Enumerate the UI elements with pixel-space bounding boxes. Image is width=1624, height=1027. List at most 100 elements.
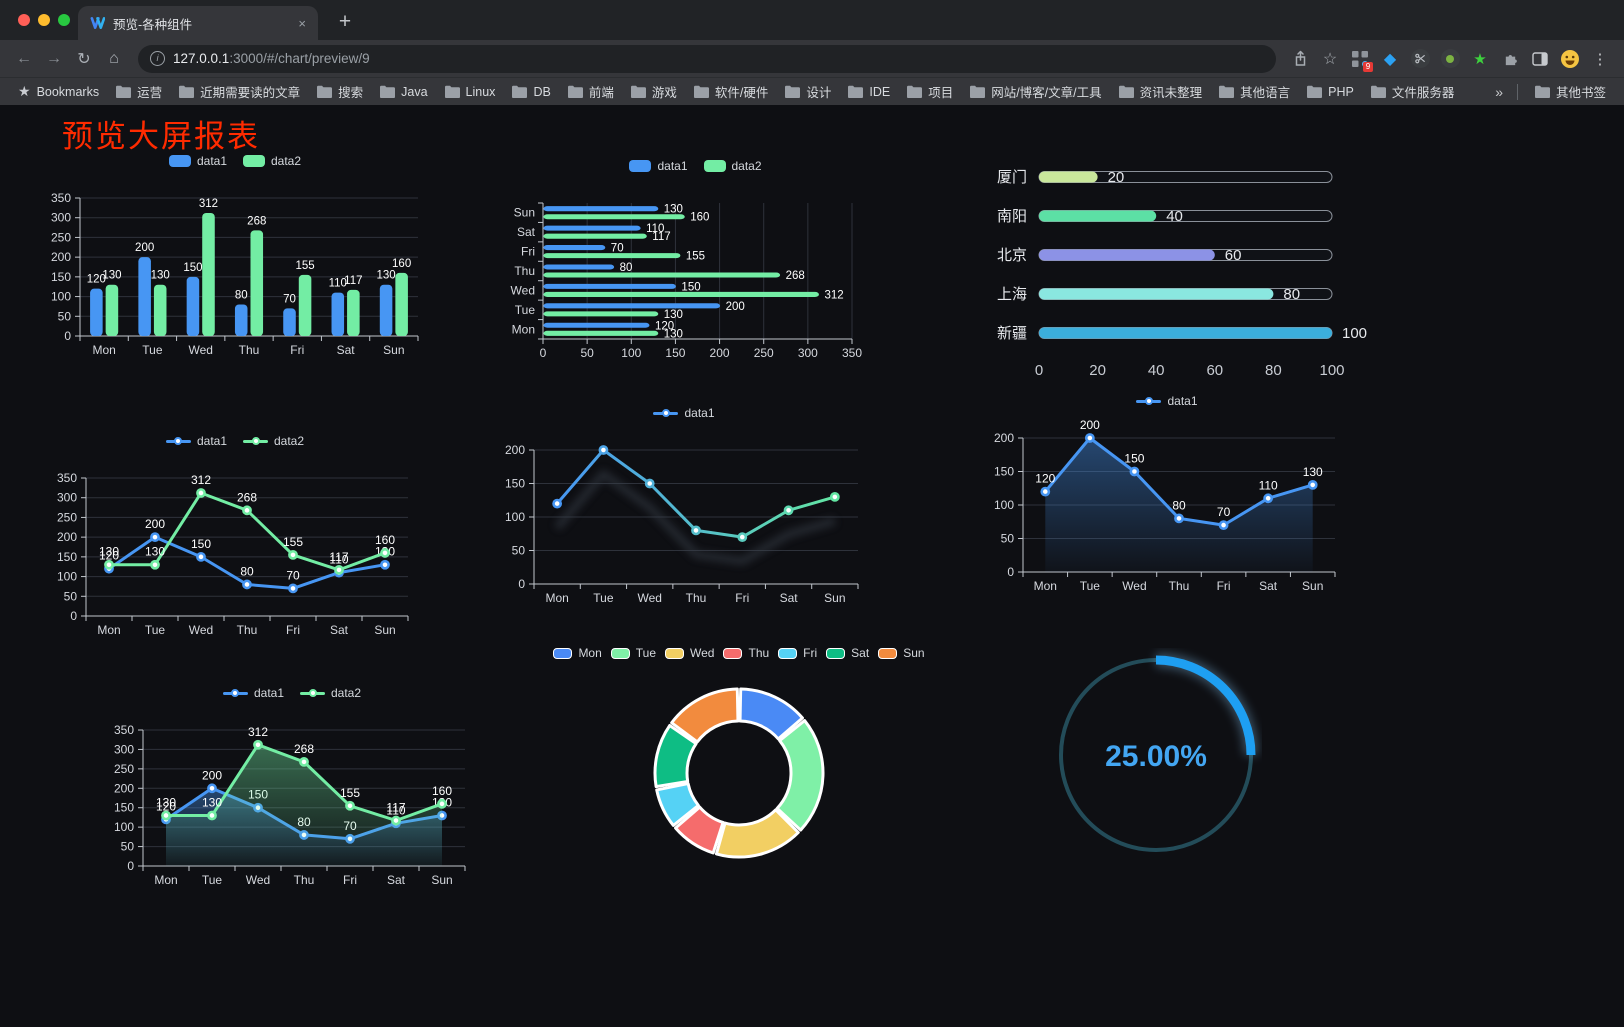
svg-text:Mon: Mon: [545, 591, 568, 605]
bookmark-item[interactable]: PHP: [1298, 81, 1362, 103]
share-icon[interactable]: [1290, 49, 1310, 69]
reload-icon[interactable]: ↻: [77, 50, 91, 68]
legend-item[interactable]: Tue: [610, 646, 656, 660]
svg-text:Wed: Wed: [1122, 579, 1146, 593]
legend-item[interactable]: data2: [243, 434, 304, 448]
svg-text:Tue: Tue: [593, 591, 614, 605]
svg-text:50: 50: [512, 544, 526, 558]
bookmark-item[interactable]: 软件/硬件: [685, 81, 776, 103]
scissors-extension-icon[interactable]: [1410, 49, 1430, 69]
svg-text:80: 80: [620, 262, 633, 274]
svg-text:Fri: Fri: [290, 343, 304, 357]
minimize-window-button[interactable]: [38, 14, 50, 26]
legend-marker-icon: [243, 437, 268, 445]
svg-text:0: 0: [127, 859, 134, 873]
green-dot-extension-icon[interactable]: [1440, 49, 1460, 69]
legend-item[interactable]: Fri: [778, 646, 817, 660]
browser-menu-icon[interactable]: ⋮: [1592, 50, 1608, 68]
svg-text:0: 0: [518, 577, 525, 591]
legend-item[interactable]: data1: [1136, 394, 1198, 408]
legend-item[interactable]: Sat: [826, 646, 869, 660]
diamond-extension-icon[interactable]: ◆: [1383, 50, 1397, 68]
chart-legend[interactable]: data1 data2: [103, 682, 481, 704]
svg-text:117: 117: [386, 801, 405, 815]
legend-item[interactable]: Sun: [878, 646, 925, 660]
new-tab-button[interactable]: +: [338, 10, 352, 33]
svg-text:120: 120: [99, 549, 119, 563]
bookmark-item[interactable]: DB: [503, 81, 558, 103]
maximize-window-button[interactable]: [58, 14, 70, 26]
url-text: 127.0.0.1:3000/#/chart/preview/9: [173, 51, 370, 66]
bookmark-item[interactable]: 前端: [559, 81, 622, 103]
bookmark-item[interactable]: 设计: [776, 81, 839, 103]
legend-label: data2: [271, 154, 302, 168]
bookmark-item[interactable]: 游戏: [622, 81, 685, 103]
forward-icon[interactable]: →: [46, 49, 62, 67]
legend-item[interactable]: data1: [653, 406, 715, 420]
legend-item[interactable]: data1: [168, 154, 227, 168]
legend-item[interactable]: Thu: [723, 646, 769, 660]
bookmark-label: Linux: [465, 84, 496, 99]
green-star-extension-icon[interactable]: ★: [1473, 50, 1487, 68]
back-icon[interactable]: ←: [16, 49, 32, 67]
svg-text:300: 300: [57, 491, 77, 505]
legend-item[interactable]: data1: [629, 159, 688, 173]
chart-legend[interactable]: Mon Tue Wed Thu Fri Sat Sun: [553, 642, 925, 664]
close-window-button[interactable]: [18, 14, 30, 26]
site-info-icon[interactable]: i: [150, 51, 165, 66]
bookmark-item[interactable]: 近期需要读的文章: [170, 81, 308, 103]
svg-text:100: 100: [621, 346, 641, 360]
chart-legend[interactable]: data1: [983, 390, 1351, 412]
bookmark-item[interactable]: 运营: [107, 81, 170, 103]
chart-legend[interactable]: data1 data2: [503, 155, 888, 177]
legend-label: Sat: [851, 646, 870, 660]
bookmark-item[interactable]: Linux: [436, 81, 504, 103]
bookmark-star-icon[interactable]: ☆: [1322, 50, 1338, 68]
address-bar[interactable]: i 127.0.0.1:3000/#/chart/preview/9: [138, 44, 1276, 73]
bookmarks-manager[interactable]: ★ Bookmarks: [10, 81, 107, 103]
browser-tab[interactable]: 预览-各种组件 ×: [78, 6, 318, 40]
legend-item[interactable]: Mon: [553, 646, 602, 660]
svg-text:160: 160: [392, 258, 411, 270]
chart-legend[interactable]: data1 data2: [46, 430, 424, 452]
bookmark-item[interactable]: 文件服务器: [1362, 81, 1463, 103]
legend-label: data2: [731, 159, 762, 173]
legend-item[interactable]: data2: [703, 159, 762, 173]
legend-swatch-icon: [878, 647, 898, 659]
svg-text:Mon: Mon: [97, 623, 120, 637]
tab-close-icon[interactable]: ×: [298, 15, 306, 31]
sidebar-icon[interactable]: [1530, 49, 1550, 69]
other-bookmarks-folder[interactable]: 其他书签: [1526, 81, 1614, 103]
bookmark-item[interactable]: 网站/博客/文章/工具: [961, 81, 1109, 103]
legend-item[interactable]: data2: [300, 686, 361, 700]
bookmark-item[interactable]: IDE: [839, 81, 898, 103]
gauge-chart: 25.00%: [1050, 648, 1262, 862]
bookmark-item[interactable]: 其他语言: [1210, 81, 1298, 103]
legend-item[interactable]: data1: [222, 686, 284, 700]
tab-strip: 预览-各种组件 × +: [0, 0, 1624, 40]
svg-text:130: 130: [102, 270, 121, 282]
chart-canvas: 0 50 100 150 200 250 300 350 Mon Tue Wed Thu Fri Sat S…: [114, 723, 466, 887]
legend-swatch-icon: [703, 160, 726, 172]
bookmarks-overflow-button[interactable]: »: [1495, 83, 1503, 100]
bookmark-item[interactable]: Java: [371, 81, 435, 103]
svg-text:Mon: Mon: [1034, 579, 1057, 593]
chart-legend[interactable]: data1 data2: [40, 150, 430, 172]
legend-item[interactable]: data2: [243, 154, 301, 168]
bookmark-label: PHP: [1328, 84, 1354, 99]
bookmark-item[interactable]: 资讯未整理: [1110, 81, 1211, 103]
profile-avatar[interactable]: [1560, 49, 1580, 69]
chart-canvas: 0 50 100 150 200 Mon Tue Wed Thu Fri Sat Sun: [505, 443, 859, 605]
bookmark-item[interactable]: 搜索: [308, 81, 371, 103]
chart-canvas: 0 50 100 150 200 250 300 350 Mon Tue Wed Thu Fri Sat S…: [57, 471, 409, 637]
svg-text:250: 250: [754, 346, 774, 360]
bookmark-item[interactable]: 项目: [898, 81, 961, 103]
chart-legend[interactable]: data1: [494, 402, 874, 424]
legend-swatch-icon: [778, 647, 798, 659]
svg-text:80: 80: [235, 289, 248, 301]
extension-grid-icon[interactable]: 9: [1350, 49, 1373, 72]
legend-item[interactable]: Wed: [665, 646, 714, 660]
legend-item[interactable]: data1: [165, 434, 227, 448]
puzzle-extension-icon[interactable]: [1500, 49, 1520, 69]
home-icon[interactable]: ⌂: [109, 49, 119, 67]
